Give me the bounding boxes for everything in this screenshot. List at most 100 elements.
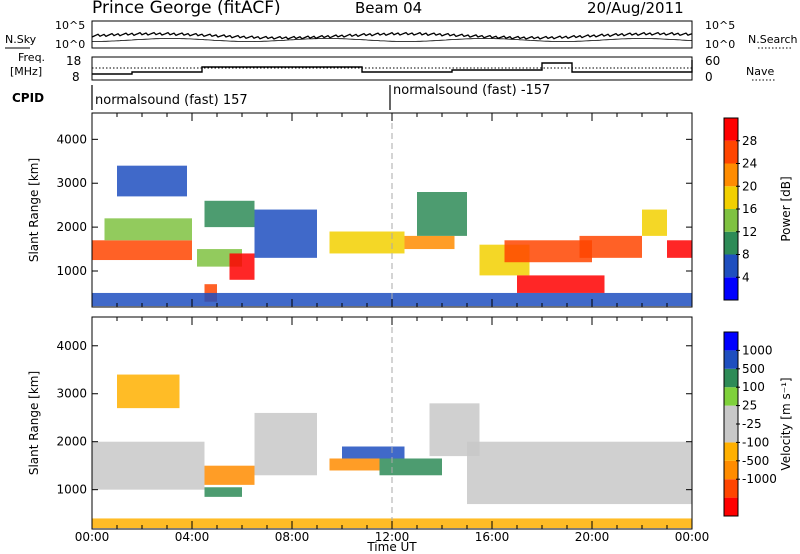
cpid-segment-1: normalsound (fast) 157 bbox=[95, 93, 248, 108]
nsearch-trace bbox=[92, 38, 693, 42]
nsky-tick-bottom: 10^0 bbox=[55, 38, 85, 51]
data-region-2 bbox=[117, 165, 187, 197]
colorbar-swatch-1 bbox=[724, 479, 738, 498]
colorbar-tick-5: -100 bbox=[742, 435, 769, 449]
freq-tick-top: 18 bbox=[66, 54, 81, 68]
colorbar-tick-5: 24 bbox=[742, 157, 757, 171]
x-tick-label-5: 20:00 bbox=[575, 530, 610, 544]
x-tick-label-0: 00:00 bbox=[75, 530, 110, 544]
freq-label-2: [MHz] bbox=[10, 65, 42, 78]
data-region-15 bbox=[642, 209, 667, 236]
colorbar-tick-4: 20 bbox=[742, 179, 757, 193]
data-region-14 bbox=[579, 235, 642, 258]
colorbar-tick-7: -1000 bbox=[742, 472, 777, 486]
data-region-9 bbox=[404, 235, 455, 250]
colorbar-tick-3: 16 bbox=[742, 202, 757, 216]
freq-panel bbox=[91, 56, 693, 81]
frequency-trace bbox=[92, 60, 693, 75]
cpid-label: CPID bbox=[12, 91, 44, 105]
colorbar-swatch-7 bbox=[724, 368, 738, 388]
data-region-8 bbox=[329, 231, 405, 254]
data-region-7 bbox=[379, 458, 442, 476]
x-tick-label-2: 08:00 bbox=[275, 530, 310, 544]
time-axis: 00:00 04:00 08:00 12:00 16:00 20:00 00:00 bbox=[75, 530, 710, 544]
nsky-label: N.Sky bbox=[5, 33, 37, 46]
y-tick-label-1: 2000 bbox=[56, 435, 87, 449]
colorbar-tick-0: 1000 bbox=[742, 343, 773, 357]
nave-tick-bottom: 0 bbox=[705, 70, 713, 84]
colorbar-swatch-8 bbox=[724, 350, 738, 369]
nsearch-label: N.Search bbox=[748, 33, 798, 46]
y-axis-label: Slant Range [km] bbox=[27, 371, 41, 475]
colorbar-label: Power [dB] bbox=[779, 176, 793, 241]
data-region-4 bbox=[229, 253, 255, 280]
colorbar-swatch-7 bbox=[724, 118, 738, 141]
colorbar-swatch-3 bbox=[724, 209, 738, 232]
colorbar-tick-6: -500 bbox=[742, 454, 769, 468]
colorbar-swatch-2 bbox=[724, 460, 738, 480]
colorbar-tick-1: 500 bbox=[742, 362, 765, 376]
nsky-trace bbox=[91, 31, 693, 40]
data-region-12 bbox=[504, 240, 592, 263]
data-region-9 bbox=[467, 441, 692, 505]
beam-title: Beam 04 bbox=[355, 0, 423, 17]
colorbar-swatch-5 bbox=[724, 405, 738, 424]
data-region-16 bbox=[667, 240, 692, 258]
x-tick-label-1: 04:00 bbox=[175, 530, 210, 544]
colorbar-swatch-2 bbox=[724, 231, 738, 255]
colorbar-swatch-6 bbox=[724, 140, 738, 164]
colorbar-swatch-1 bbox=[724, 254, 738, 278]
data-region-5 bbox=[329, 458, 380, 471]
data-region-1 bbox=[104, 218, 192, 241]
colorbar-swatch-4 bbox=[724, 186, 738, 209]
data-region-13 bbox=[517, 275, 605, 293]
y-tick-label-0: 1000 bbox=[56, 483, 87, 497]
colorbar-swatch-5 bbox=[724, 163, 738, 187]
data-region-7 bbox=[254, 209, 317, 258]
x-tick-label-3: 12:00 bbox=[375, 530, 410, 544]
colorbar-swatch-6 bbox=[724, 387, 738, 406]
date-title: 20/Aug/2011 bbox=[587, 0, 684, 17]
power-colorbar: 4 8 12 16 20 24 28 Power [dB] bbox=[723, 117, 793, 301]
y-tick-label-3: 4000 bbox=[56, 132, 87, 146]
data-region-3 bbox=[204, 487, 242, 497]
data-region-10 bbox=[417, 192, 467, 236]
data-region-2 bbox=[204, 465, 255, 485]
colorbar-tick-1: 8 bbox=[742, 248, 750, 262]
colorbar-tick-2: 100 bbox=[742, 380, 765, 394]
y-tick-label-3: 4000 bbox=[56, 339, 87, 353]
nave-tick-top: 60 bbox=[705, 54, 720, 68]
x-tick-label-6: 00:00 bbox=[675, 530, 710, 544]
nsearch-tick-bottom: 10^0 bbox=[705, 38, 735, 51]
colorbar-label: Velocity [m s⁻¹] bbox=[779, 377, 793, 470]
data-region-0 bbox=[92, 240, 192, 261]
data-region-6 bbox=[342, 446, 405, 459]
data-region-4 bbox=[254, 412, 317, 476]
y-tick-label-0: 1000 bbox=[56, 264, 87, 278]
colorbar-tick-6: 28 bbox=[742, 134, 757, 148]
colorbar-tick-4: -25 bbox=[742, 417, 762, 431]
colorbar-swatch-3 bbox=[724, 442, 738, 461]
y-tick-label-2: 3000 bbox=[56, 176, 87, 190]
colorbar-tick-2: 12 bbox=[742, 225, 757, 239]
colorbar-tick-3: 25 bbox=[742, 399, 757, 413]
colorbar-swatch-9 bbox=[724, 332, 738, 351]
x-axis-label: Time UT bbox=[366, 540, 417, 554]
station-title: Prince George (fitACF) bbox=[92, 0, 281, 18]
cpid-segment-2: normalsound (fast) -157 bbox=[393, 83, 550, 98]
nsearch-tick-top: 10^5 bbox=[705, 19, 735, 32]
x-tick-label-4: 16:00 bbox=[475, 530, 510, 544]
colorbar-swatch-4 bbox=[724, 424, 738, 443]
colorbar-tick-0: 4 bbox=[742, 270, 750, 284]
colorbar-swatch-0 bbox=[724, 497, 738, 516]
y-tick-label-1: 2000 bbox=[56, 220, 87, 234]
freq-label-1: Freq. bbox=[18, 51, 45, 64]
velocity-panel: 1000 2000 3000 4000 Slant Range [km] bbox=[27, 316, 693, 530]
nsky-panel bbox=[91, 20, 693, 49]
data-region-6 bbox=[204, 200, 255, 228]
power-panel: 1000 2000 3000 4000 Slant Range [km] bbox=[27, 112, 693, 308]
data-region-1 bbox=[117, 374, 180, 409]
data-region-0 bbox=[92, 441, 205, 490]
